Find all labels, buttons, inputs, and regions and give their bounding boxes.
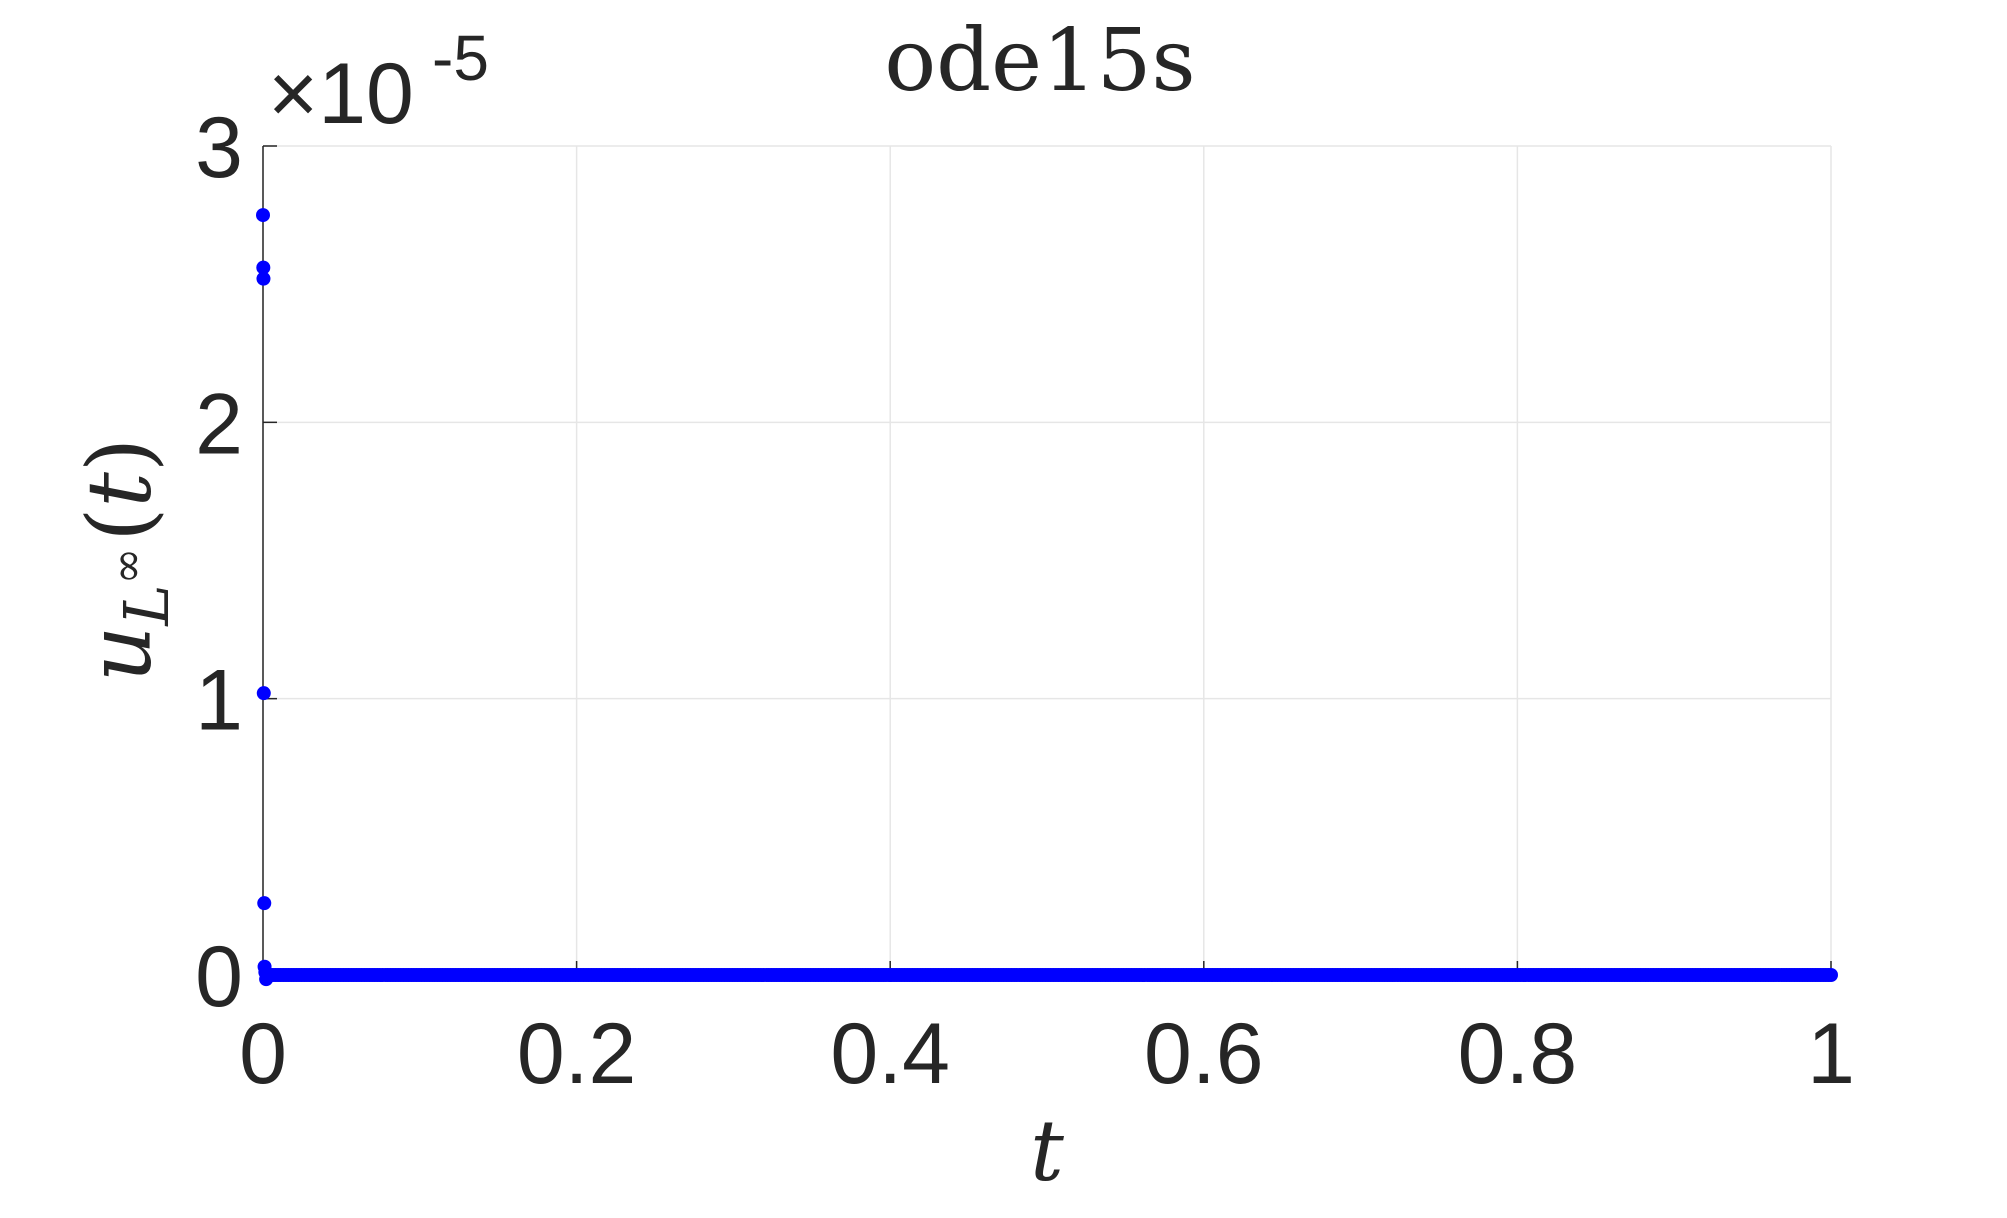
- y-tick-label: 1: [195, 653, 243, 749]
- y-exponent-power: -5: [432, 22, 489, 94]
- y-axis-label: uL∞ (t): [68, 438, 183, 683]
- y-tick-label: 3: [195, 100, 243, 196]
- y-label-arg: t: [68, 471, 171, 507]
- x-tick-label: 0: [239, 1006, 287, 1102]
- x-tick-label: 0.4: [830, 1006, 950, 1102]
- x-tick-label: 0.8: [1458, 1006, 1578, 1102]
- y-label-base: u: [68, 626, 171, 683]
- y-label-paren-close: ): [68, 438, 171, 472]
- data-point: [1824, 968, 1838, 982]
- data-point: [256, 260, 271, 275]
- x-tick-label: 0.6: [1144, 1006, 1264, 1102]
- series-points: [256, 208, 1838, 987]
- x-tick-label: 1: [1807, 1006, 1855, 1102]
- y-label-paren-open: (: [68, 507, 171, 541]
- axes-background: [263, 146, 1831, 975]
- y-tick-label: 0: [195, 929, 243, 1025]
- chart-title: ode15s: [884, 11, 1195, 111]
- y-exponent-multiplier: ×10: [268, 46, 414, 142]
- y-tick-label: 2: [195, 376, 243, 472]
- x-tick-labels: 0 0.2 0.4 0.6 0.8 1: [239, 1006, 1855, 1102]
- y-label-subscript-sup: ∞: [102, 548, 153, 585]
- data-point: [256, 208, 270, 223]
- y-label-subscript: L: [110, 584, 183, 626]
- x-tick-label: 0.2: [517, 1006, 637, 1102]
- data-point: [256, 271, 271, 286]
- data-point: [257, 896, 272, 911]
- y-tick-labels: 0 1 2 3: [195, 100, 243, 1025]
- plot-area: [256, 145, 1838, 987]
- x-axis-label: t: [1030, 1102, 1064, 1200]
- svg-text:uL∞(t): uL∞ (t): [68, 438, 183, 683]
- data-point: [256, 686, 271, 701]
- y-exponent: ×10 -5: [268, 22, 489, 142]
